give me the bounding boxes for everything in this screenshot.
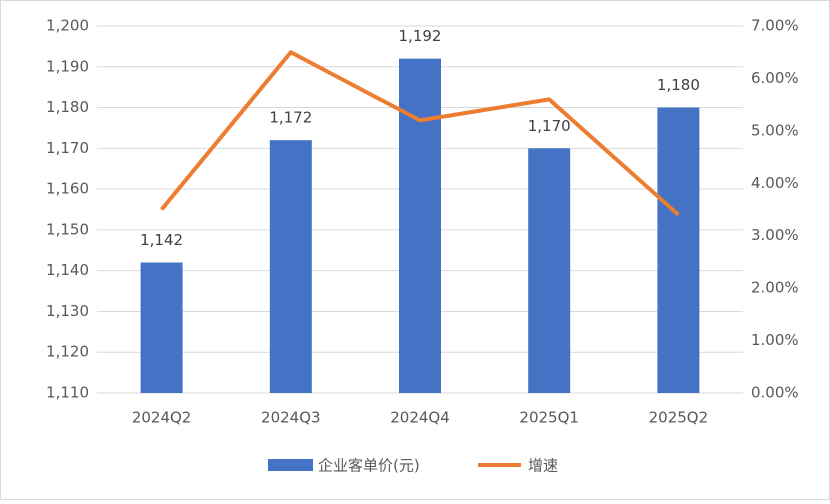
x-tick-label: 2024Q3 [261, 409, 321, 427]
legend-label: 企业客单价(元) [318, 457, 420, 475]
data-label: 1,192 [399, 27, 442, 45]
data-label: 1,172 [269, 109, 312, 127]
data-label: 1,142 [140, 231, 183, 249]
x-tick-label: 2024Q4 [390, 409, 450, 427]
y-tick-label: 1,110 [46, 384, 89, 402]
y-tick-label: 1,130 [46, 302, 89, 320]
data-label: 1,170 [528, 117, 571, 135]
y2-tick-label: 3.00% [751, 226, 799, 244]
bar [140, 262, 183, 393]
y2-tick-label: 4.00% [751, 174, 799, 192]
y2-tick-label: 0.00% [751, 384, 799, 402]
y2-tick-label: 7.00% [751, 17, 799, 35]
line [160, 50, 680, 217]
y-tick-label: 1,190 [46, 57, 89, 75]
bar [657, 107, 700, 394]
y-tick-label: 1,180 [46, 98, 89, 116]
y2-tick-label: 5.00% [751, 121, 799, 139]
y2-tick-label: 2.00% [751, 279, 799, 297]
bar [269, 140, 312, 393]
y2-tick-label: 1.00% [751, 331, 799, 349]
bar [399, 58, 441, 393]
y-tick-label: 1,200 [46, 17, 89, 35]
data-label: 1,180 [657, 76, 700, 94]
y-tick-label: 1,140 [46, 261, 89, 279]
y-tick-label: 1,150 [46, 220, 89, 238]
x-tick-label: 2025Q1 [519, 409, 579, 427]
y-tick-label: 1,170 [46, 139, 89, 157]
legend-swatch [268, 459, 313, 471]
legend-label: 增速 [528, 457, 558, 475]
x-tick-label: 2024Q2 [132, 409, 192, 427]
y-tick-label: 1,160 [46, 180, 89, 198]
bar [528, 148, 571, 393]
y2-tick-label: 6.00% [751, 69, 799, 87]
x-tick-label: 2025Q2 [649, 409, 709, 427]
y-tick-label: 1,120 [46, 343, 89, 361]
